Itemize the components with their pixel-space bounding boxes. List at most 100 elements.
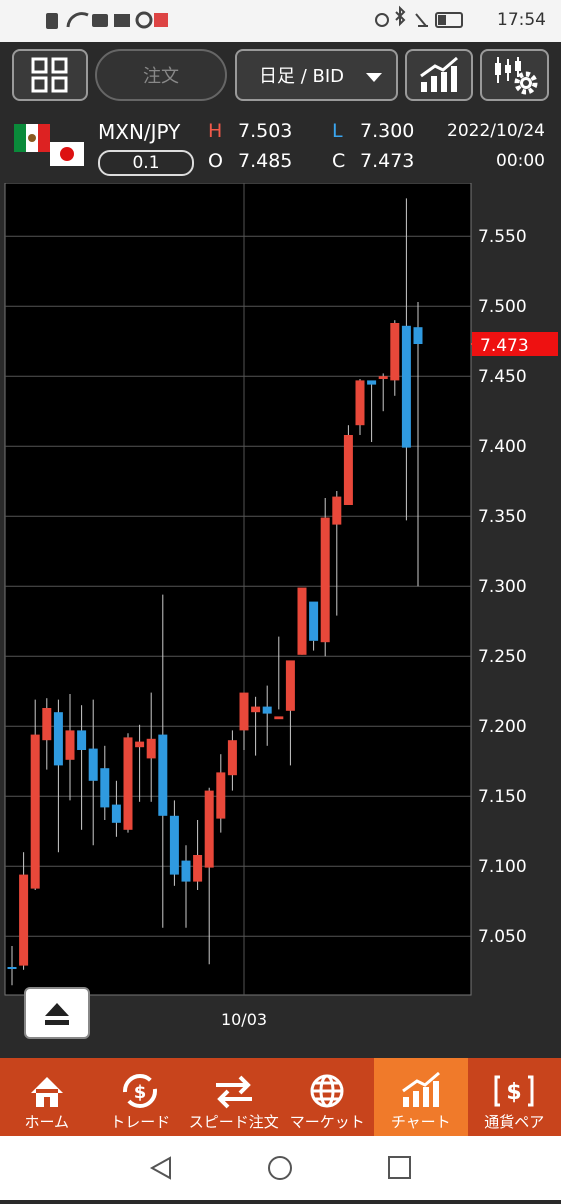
candle-body	[42, 708, 51, 740]
date: 2022/10/24	[447, 121, 545, 141]
clock: 17:54	[497, 10, 546, 30]
y-tick-label: 7.200	[478, 717, 527, 737]
nav-icon	[399, 1071, 443, 1111]
nav-tab[interactable]: マーケット	[281, 1058, 375, 1136]
timeframe-label: 日足 / BID	[259, 62, 344, 88]
candle-body	[402, 326, 411, 448]
low-value: 7.300	[360, 120, 414, 142]
y-tick-label: 7.050	[478, 927, 527, 947]
status-icons	[40, 0, 240, 42]
candle-body	[321, 518, 330, 643]
nav-label: チャート	[391, 1111, 451, 1132]
high-value: 7.503	[238, 120, 292, 142]
candle-body	[8, 967, 17, 969]
nav-tab[interactable]: スピード注文	[187, 1058, 281, 1136]
nav-icon	[25, 1071, 69, 1111]
candle-body	[298, 588, 307, 655]
status-icons-right	[372, 0, 482, 42]
candle-body	[89, 749, 98, 781]
open-label: O	[208, 150, 223, 172]
chart-icon	[417, 56, 461, 94]
collapse-button[interactable]	[24, 987, 90, 1039]
nav-icon: $	[118, 1071, 162, 1111]
candle-body	[356, 380, 365, 425]
plot-area	[5, 183, 471, 995]
close-label: C	[332, 150, 345, 172]
system-nav-icons	[0, 1136, 561, 1200]
y-tick-label: 7.150	[478, 787, 527, 807]
time: 00:00	[496, 151, 545, 171]
candle-body	[228, 740, 237, 775]
y-tick-label: 7.250	[478, 647, 527, 667]
candle-body	[263, 707, 272, 714]
candle-body	[309, 602, 318, 641]
x-tick-label: 10/03	[221, 1010, 267, 1029]
candle-body	[332, 497, 341, 525]
pair-name: MXN/JPY	[98, 120, 180, 144]
eject-icon	[26, 989, 88, 1037]
candle-body	[216, 772, 225, 818]
close-value: 7.473	[360, 150, 414, 172]
price-header: MXN/JPY 0.1 H 7.503 O 7.485 L 7.300 C 7.…	[0, 112, 561, 182]
candle-body	[414, 327, 423, 344]
y-tick-label: 7.550	[478, 227, 527, 247]
nav-tab[interactable]: ホーム	[0, 1058, 94, 1136]
nav-icon	[212, 1071, 256, 1111]
nav-tab[interactable]: $ トレード	[94, 1058, 188, 1136]
candle-body	[31, 735, 40, 889]
y-tick-label: 7.500	[478, 297, 527, 317]
settings-icon	[490, 55, 540, 95]
open-value: 7.485	[238, 150, 292, 172]
nav-label: ホーム	[24, 1111, 69, 1132]
candle-body	[112, 805, 121, 823]
chart-type-button[interactable]	[405, 49, 473, 101]
candle-body	[77, 730, 86, 750]
candle-body	[205, 791, 214, 868]
candle-body	[135, 742, 144, 748]
candle-body	[170, 816, 179, 875]
high-label: H	[208, 120, 222, 142]
current-price-label: 7.473	[480, 336, 529, 356]
candle-body	[19, 875, 28, 966]
system-nav	[0, 1136, 561, 1200]
candle-body	[193, 855, 202, 882]
candle-body	[274, 716, 283, 719]
menu-button[interactable]	[12, 49, 88, 101]
nav-label: スピード注文	[189, 1111, 279, 1132]
nav-label: 通貨ペア	[484, 1111, 544, 1132]
nav-label: マーケット	[290, 1111, 365, 1132]
nav-tab[interactable]: $ 通貨ペア	[468, 1058, 561, 1136]
candle-body	[147, 739, 156, 759]
timeframe-select[interactable]: 日足 / BID	[235, 49, 398, 101]
settings-button[interactable]	[480, 49, 549, 101]
candle-body	[54, 712, 63, 765]
candle-body	[367, 380, 376, 384]
bottom-nav: ホーム $ トレードスピード注文マーケット チャート $ 通貨ペア	[0, 1058, 561, 1136]
candle-body	[379, 376, 388, 379]
y-tick-label: 7.100	[478, 857, 527, 877]
candle-body	[158, 735, 167, 816]
grid-icon	[30, 57, 70, 93]
y-tick-label: 7.450	[478, 367, 527, 387]
candle-body	[251, 707, 260, 713]
nav-tab[interactable]: チャート	[374, 1058, 468, 1136]
lot-size[interactable]: 0.1	[98, 150, 194, 176]
nav-icon	[305, 1071, 349, 1111]
candle-body	[344, 435, 353, 505]
currency-flags	[12, 120, 92, 180]
candle-body	[390, 323, 399, 380]
nav-icon: $	[492, 1071, 536, 1111]
dropdown-arrow	[364, 71, 384, 83]
svg-text:$: $	[507, 1080, 522, 1105]
candle-body	[286, 660, 295, 710]
nav-label: トレード	[110, 1111, 170, 1132]
candle-body	[240, 693, 249, 731]
order-button[interactable]: 注文	[95, 49, 227, 101]
candle-body	[182, 861, 191, 882]
svg-text:$: $	[134, 1082, 147, 1103]
chart: 7.0507.1007.1507.2007.2507.3007.3507.400…	[0, 183, 561, 1058]
low-label: L	[332, 120, 343, 142]
candle-body	[100, 768, 109, 807]
candle-body	[124, 737, 133, 829]
